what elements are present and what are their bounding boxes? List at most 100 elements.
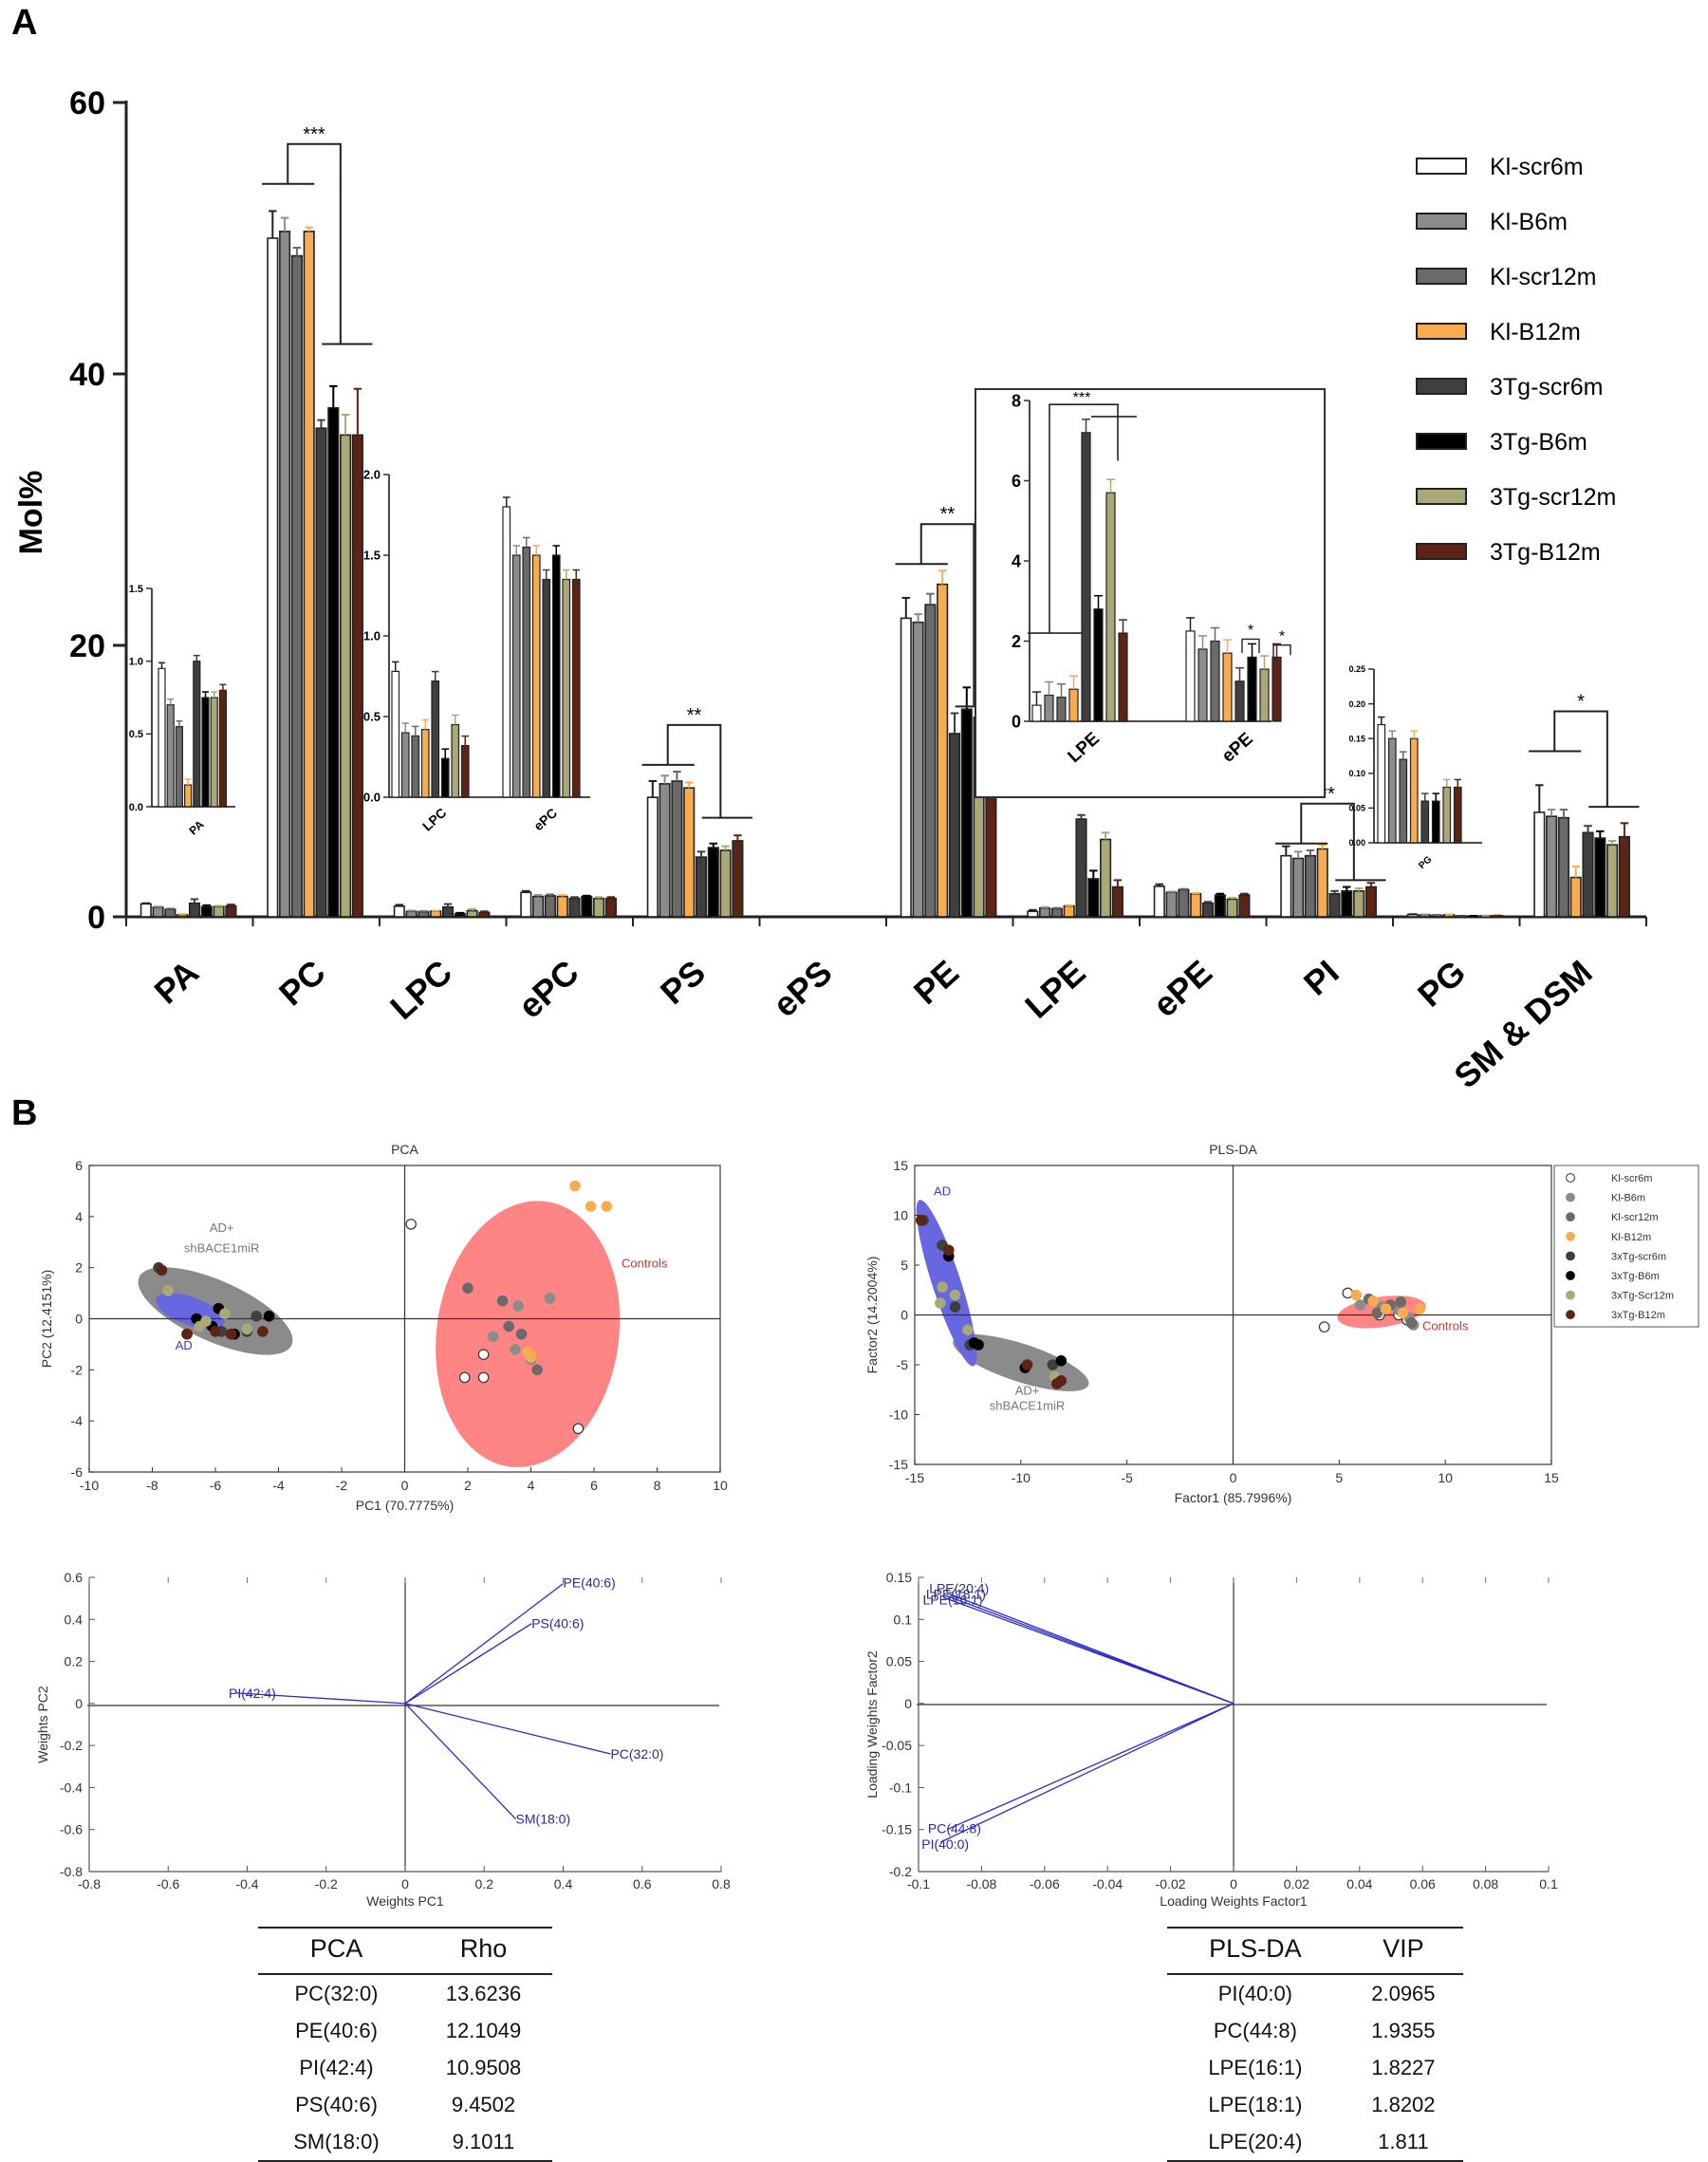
- data-point: [512, 1300, 524, 1312]
- data-point: [1397, 1307, 1409, 1319]
- x-tick-label: 5: [1335, 1470, 1343, 1485]
- x-tick-label: PA: [146, 952, 206, 1011]
- table-cell: PS(40:6): [295, 2093, 378, 2116]
- bar: [279, 231, 291, 918]
- y-tick-label: -0.15: [882, 1822, 912, 1837]
- y-tick-label: 0: [87, 900, 105, 936]
- x-tick-label: 10: [713, 1478, 728, 1493]
- inset-bar: [451, 723, 460, 798]
- data-point: [162, 1285, 174, 1296]
- y-tick-label: -6: [71, 1464, 84, 1480]
- bar: [1341, 890, 1353, 918]
- x-tick-label: ePE: [1145, 952, 1219, 1024]
- bar: [1292, 857, 1305, 918]
- data-point: [942, 1244, 955, 1257]
- bar: [466, 909, 478, 918]
- pca-rho-table: PCA Rho PC(32:0) 13.6236 PE(40:6) 12.1049 …: [258, 1927, 552, 2162]
- data-point: [531, 1364, 543, 1376]
- inset-y-tick-label: 0.25: [1348, 664, 1365, 674]
- inset-bar: [1272, 656, 1282, 722]
- data-point: [251, 1311, 263, 1322]
- bar: [139, 903, 152, 918]
- data-point: [569, 1180, 581, 1192]
- bar: [960, 708, 973, 918]
- inset-bar: [1431, 800, 1440, 844]
- bar: [1050, 907, 1063, 918]
- bar: [544, 895, 556, 918]
- vector-label: PE(40:6): [564, 1575, 616, 1591]
- inset-bar: [1235, 680, 1245, 722]
- vip-table-header: VIP: [1343, 1927, 1463, 1975]
- bar: [176, 914, 189, 918]
- inset-bar: [1093, 608, 1104, 722]
- bar: [225, 904, 237, 918]
- vector-label: PS(40:6): [531, 1616, 584, 1631]
- x-tick-label: ePS: [766, 952, 840, 1024]
- data-point: [1414, 1303, 1426, 1314]
- panel-label-a: A: [11, 3, 37, 43]
- inset-bar: [391, 670, 400, 798]
- legend-label: 3Tg-B6m: [1490, 429, 1587, 456]
- data-point: [194, 1320, 206, 1333]
- table-cell: LPE(18:1): [1208, 2093, 1303, 2116]
- bar: [948, 733, 961, 918]
- legend-marker: [1566, 1212, 1575, 1222]
- y-tick-label: 20: [69, 628, 105, 664]
- y-tick-label: 0.6: [65, 1570, 84, 1585]
- inset-bar: [166, 704, 175, 808]
- bar: [924, 604, 937, 918]
- data-point: [477, 1371, 490, 1384]
- legend-swatch: [1416, 323, 1467, 340]
- inset-bar: [193, 661, 201, 808]
- data-point: [935, 1297, 946, 1309]
- vector-label: PC(44:8): [928, 1821, 981, 1836]
- pca-weights-plot: -0.8 -0.6 -0.4 -0.2 0 0.2 0.4 0.6 0.8 -0.8 -0.6 -0.…: [35, 1570, 731, 1909]
- inset-bar: [542, 578, 551, 798]
- legend-marker: [1566, 1271, 1575, 1280]
- inset-bar: [1044, 694, 1054, 722]
- legend-frame: [1553, 1165, 1699, 1328]
- table-cell: 2.0965: [1371, 1982, 1436, 2005]
- data-point: [1318, 1321, 1330, 1333]
- data-point: [1055, 1355, 1068, 1367]
- bar: [340, 434, 352, 918]
- annotation: Controls: [622, 1257, 668, 1271]
- data-point: [181, 1328, 193, 1340]
- data-point: [515, 1328, 528, 1340]
- inset-bar: [551, 554, 561, 798]
- x-tick-label: PS: [653, 952, 713, 1012]
- inset-bar: [411, 735, 420, 798]
- x-tick-label: -0.2: [315, 1876, 338, 1892]
- y-tick-label: 0: [75, 1312, 83, 1327]
- inset-bar: [531, 554, 541, 798]
- y-tick-label: 0: [904, 1696, 912, 1711]
- sig-bracket: [1553, 710, 1608, 808]
- table-cell: PI(42:4): [299, 2056, 374, 2079]
- rho-table-header: Rho: [414, 1927, 552, 1975]
- bar: [267, 237, 279, 918]
- y-tick-label: 5: [900, 1258, 908, 1273]
- data-point: [405, 1219, 417, 1230]
- inset-y-tick-label: 0.0: [363, 791, 381, 805]
- legend-marker: [1566, 1251, 1575, 1261]
- inset-bar: [502, 506, 511, 798]
- x-tick-label: -0.02: [1156, 1876, 1186, 1892]
- inset-y-tick-label: 0.20: [1348, 699, 1365, 709]
- table-cell: 1.8227: [1371, 2056, 1436, 2079]
- sig-bracket: [287, 142, 342, 345]
- bar: [1594, 837, 1606, 918]
- y-tick-label: 10: [893, 1208, 908, 1223]
- legend-swatch: [1416, 433, 1467, 450]
- plsda-score-plot: PLS-DA -15 -10 -5 0 5 10 15 -15 -10 -5 0 5 10 15 Factor…: [864, 1142, 1699, 1505]
- data-point: [1051, 1378, 1063, 1389]
- x-tick-label: 2: [464, 1478, 472, 1493]
- bar: [556, 895, 568, 918]
- x-tick-label: 0: [1230, 1470, 1237, 1485]
- y-tick-label: -0.1: [889, 1780, 912, 1795]
- y-axis-label: Loading Weights Factor2: [864, 1650, 880, 1799]
- bar: [912, 621, 924, 918]
- inset-y-tick-label: 4: [1012, 551, 1021, 570]
- y-tick-label: -0.6: [60, 1822, 83, 1837]
- table-cell: LPE(16:1): [1208, 2056, 1303, 2079]
- bar: [1533, 811, 1546, 918]
